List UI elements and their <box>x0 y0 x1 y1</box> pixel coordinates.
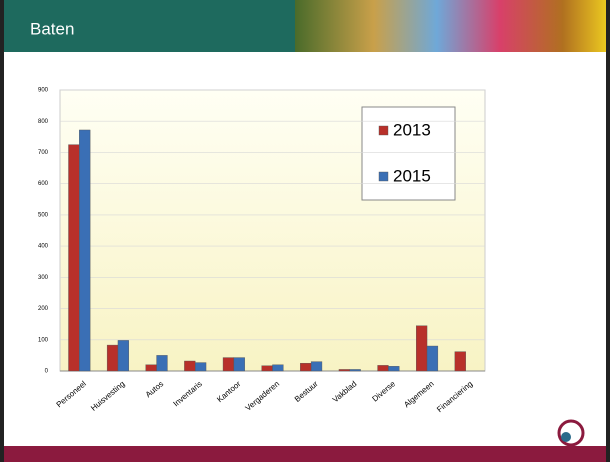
x-tick-label: Bestuur <box>293 379 320 404</box>
bar <box>455 352 466 371</box>
bar <box>388 366 399 371</box>
x-tick-label: Huisvesting <box>89 379 126 412</box>
bar <box>184 361 195 371</box>
bar <box>262 366 273 371</box>
bar <box>146 365 157 371</box>
bar <box>234 358 245 371</box>
x-tick-label: Financiering <box>435 379 474 414</box>
y-tick-label: 0 <box>45 369 49 375</box>
x-tick-label: Algemeen <box>402 379 435 409</box>
y-tick-label: 900 <box>38 88 49 94</box>
bar <box>273 365 284 371</box>
bar <box>378 365 389 371</box>
bar <box>107 345 118 371</box>
header-image <box>295 0 610 52</box>
x-tick-label: Diverse <box>370 379 397 404</box>
legend-label: 2013 <box>393 120 431 139</box>
bar <box>223 358 234 371</box>
bar <box>427 346 438 371</box>
frame-left <box>0 0 4 462</box>
bar <box>311 362 322 371</box>
legend-label: 2015 <box>393 166 431 185</box>
bar <box>157 355 168 371</box>
x-tick-label: Autos <box>144 379 165 399</box>
slide-title: Baten <box>30 19 74 38</box>
y-tick-label: 400 <box>38 244 49 250</box>
y-tick-label: 100 <box>38 337 49 343</box>
legend-swatch <box>379 172 388 181</box>
bar <box>118 340 129 371</box>
chart: Baten 2013 2015 0 100 200 300 400 500 600 700 800… <box>0 0 610 462</box>
bar <box>416 326 427 371</box>
x-tick-label: Vakblad <box>331 379 358 404</box>
y-tick-label: 600 <box>38 181 49 187</box>
y-tick-label: 200 <box>38 306 49 312</box>
y-tick-label: 700 <box>38 150 49 156</box>
x-tick-label: Vergaderen <box>244 379 281 412</box>
legend-swatch <box>379 126 388 135</box>
logo <box>559 421 583 445</box>
bar <box>79 130 90 371</box>
frame-right <box>606 0 610 462</box>
x-tick-label: Personeel <box>55 379 89 409</box>
bar <box>69 145 80 371</box>
x-tick-label: Inventaris <box>172 379 204 408</box>
y-tick-label: 800 <box>38 119 49 125</box>
y-tick-label: 300 <box>38 275 49 281</box>
bar <box>339 369 350 371</box>
slide: Baten 2013 2015 0 100 200 300 400 500 600 700 800… <box>0 0 610 462</box>
footer-bar <box>4 446 606 462</box>
x-tick-label: Kantoor <box>215 379 243 404</box>
y-tick-label: 500 <box>38 212 49 218</box>
bar <box>350 369 361 371</box>
bar <box>300 363 311 371</box>
bar <box>195 363 206 371</box>
